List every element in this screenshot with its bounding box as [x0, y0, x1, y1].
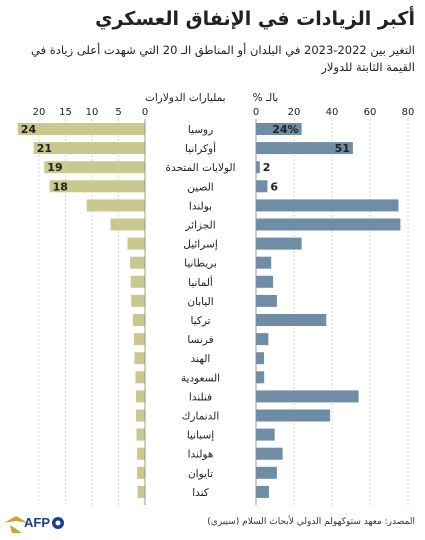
right-bar	[256, 237, 302, 250]
right-bar	[256, 409, 331, 422]
right-tick-label: 80	[402, 107, 415, 118]
left-bar	[136, 428, 145, 441]
category-label: فنلندا	[189, 391, 212, 403]
chart-subtitle: التغير بين 2022-2023 في البلدان أو المنا…	[31, 43, 415, 74]
left-bar	[137, 447, 145, 460]
left-bar	[86, 199, 145, 212]
right-tick-label: 0	[253, 107, 259, 118]
left-panel-title: بمليارات الدولارات	[145, 92, 226, 104]
left-bar	[135, 409, 145, 422]
source-note: المصدر: معهد ستوكهولم الدولي لأبحاث السل…	[207, 517, 415, 527]
right-bar	[256, 390, 359, 403]
left-bar	[33, 142, 146, 155]
left-bar	[127, 237, 145, 250]
right-bar	[256, 371, 265, 384]
category-label: الصين	[187, 181, 213, 193]
left-data-label: 18	[53, 180, 68, 193]
left-bar	[110, 218, 145, 231]
category-label: روسيا	[188, 124, 213, 136]
right-bar	[256, 352, 264, 365]
left-tick-label: 10	[86, 107, 99, 118]
category-label: إسبانيا	[187, 430, 214, 442]
right-bar	[256, 447, 283, 460]
left-data-label: 24	[21, 123, 37, 136]
category-label: السعودية	[181, 372, 220, 384]
right-bar	[256, 485, 269, 498]
category-label: أوكرانيا	[185, 141, 216, 155]
right-bar	[256, 466, 277, 479]
category-label: الهند	[191, 353, 211, 365]
right-data-label: 51	[335, 142, 350, 155]
left-data-label: 19	[47, 161, 62, 174]
right-bar	[256, 333, 269, 346]
right-bar	[256, 256, 272, 269]
left-tick-label: 15	[59, 107, 72, 118]
right-bar	[256, 428, 275, 441]
category-label: بولندا	[189, 200, 212, 212]
right-tick-label: 20	[288, 107, 301, 118]
category-label: اليابان	[187, 296, 213, 308]
right-tick-label: 60	[364, 107, 377, 118]
left-bar	[133, 333, 145, 346]
left-bar	[131, 294, 145, 307]
right-bar	[256, 275, 274, 288]
right-bar	[256, 218, 401, 231]
left-bar	[132, 314, 145, 326]
right-data-label: 24%	[272, 123, 298, 136]
left-bar	[135, 371, 145, 384]
category-label: تايوان	[188, 468, 213, 480]
right-bar	[256, 314, 327, 326]
left-tick-label: 20	[33, 107, 46, 118]
left-data-label: 21	[37, 142, 52, 155]
left-bar	[137, 466, 145, 479]
right-panel-title: بالـ %	[253, 92, 279, 104]
right-bar	[256, 161, 260, 174]
right-bar	[256, 142, 353, 155]
svg-text:AFP: AFP	[24, 515, 50, 530]
left-tick-label: 0	[142, 107, 148, 118]
category-label: ألمانيا	[188, 275, 213, 289]
left-bar	[135, 390, 145, 403]
category-label: هولندا	[188, 449, 214, 461]
chart-title: أكبر الزيادات في الإنفاق العسكري	[95, 8, 415, 30]
category-label: الجزائر	[184, 220, 215, 232]
category-label: إسرائيل	[183, 239, 218, 251]
left-bar	[134, 352, 145, 365]
left-tick-label: 5	[115, 107, 121, 118]
category-label: فرنسا	[187, 334, 213, 346]
right-bar	[256, 199, 399, 212]
right-bar	[256, 123, 302, 135]
left-bar	[49, 180, 145, 193]
category-label: كندا	[192, 487, 209, 499]
right-data-label: 2	[263, 161, 271, 174]
left-bar	[137, 485, 145, 498]
afp-logo: AFP	[2, 503, 66, 539]
left-bar	[17, 123, 145, 135]
category-label: الولايات المتحدة	[165, 162, 235, 174]
left-bar	[130, 275, 145, 288]
category-label: الدنمارك	[182, 411, 220, 423]
category-label: بريطانيا	[184, 258, 217, 270]
right-tick-label: 40	[326, 107, 339, 118]
left-bar	[44, 161, 145, 174]
right-data-label: 6	[270, 180, 278, 193]
category-label: تركيا	[190, 315, 210, 327]
right-bar	[256, 294, 277, 307]
left-bar	[130, 256, 145, 269]
right-bar	[256, 180, 268, 193]
